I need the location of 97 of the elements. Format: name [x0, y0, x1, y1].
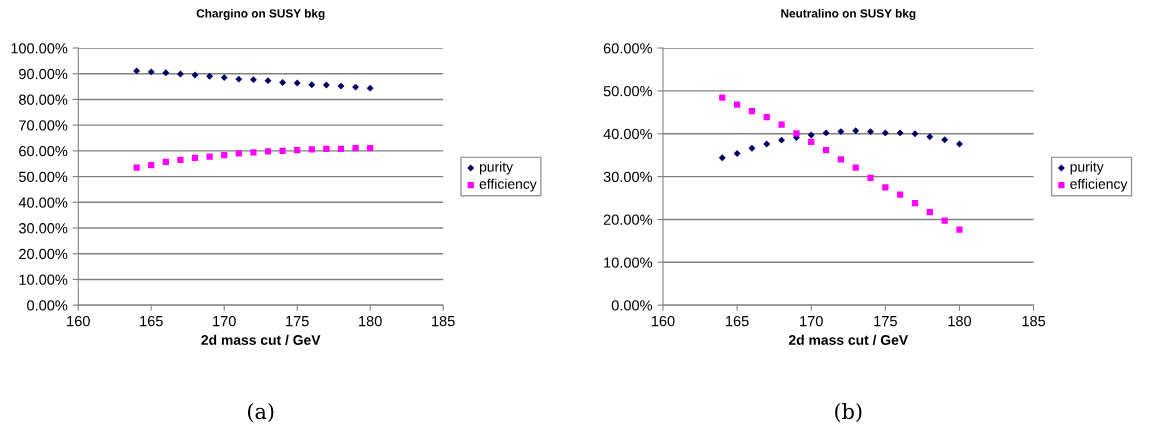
- point: [748, 144, 756, 152]
- point: [279, 147, 286, 154]
- point: [793, 130, 800, 137]
- point: [822, 129, 830, 137]
- point: [235, 75, 243, 83]
- legend-label: purity: [479, 161, 514, 175]
- point: [763, 140, 771, 148]
- point: [852, 127, 860, 135]
- text: (a): [248, 403, 274, 423]
- x-tick-label: 170: [800, 315, 823, 327]
- point: [822, 146, 830, 154]
- point: [264, 148, 272, 155]
- chart-title: Neutralino on SUSY bkg: [781, 8, 916, 20]
- y-tick-label: 10.00%: [19, 274, 68, 285]
- point: [941, 217, 948, 224]
- y-tick-label: 100.00%: [11, 43, 68, 54]
- point: [941, 136, 949, 144]
- point: [264, 77, 272, 85]
- x-tick-label: 185: [432, 315, 455, 327]
- point: [366, 84, 374, 92]
- point: [837, 156, 844, 163]
- x-tick-label: 185: [1022, 315, 1046, 327]
- point: [896, 129, 904, 137]
- point: [867, 128, 874, 136]
- point: [250, 149, 257, 156]
- point: [308, 81, 316, 89]
- x-tick-label: 175: [286, 316, 309, 327]
- point: [249, 76, 257, 84]
- point: [191, 154, 199, 161]
- point: [323, 145, 330, 152]
- y-tick-label: 80.00%: [19, 94, 68, 105]
- point: [763, 113, 770, 121]
- point: [279, 79, 287, 86]
- point: [733, 101, 741, 108]
- x-tick-label: 175: [874, 316, 897, 327]
- y-tick-label: 0.00%: [611, 300, 653, 311]
- y-tick-label: 70.00%: [19, 120, 68, 131]
- point: [294, 146, 301, 154]
- y-tick-label: 40.00%: [18, 197, 68, 208]
- x-tick-label: 160: [651, 315, 675, 327]
- point: [337, 145, 345, 152]
- y-tick-label: 40.00%: [603, 128, 653, 140]
- point: [206, 153, 213, 160]
- point: [308, 146, 315, 153]
- y-tick-label: 20.00%: [603, 214, 653, 225]
- x-tick-label: 180: [359, 315, 382, 327]
- point: [322, 81, 330, 89]
- point: [897, 191, 904, 198]
- text: (b): [835, 403, 862, 423]
- legend-label: efficiency: [1070, 178, 1128, 192]
- legend-label: purity: [1070, 161, 1104, 175]
- x-tick-label: 170: [213, 315, 236, 327]
- point: [191, 71, 199, 79]
- point: [778, 121, 785, 128]
- point: [367, 144, 374, 152]
- point: [206, 72, 214, 80]
- y-tick-label: 10.00%: [604, 257, 653, 268]
- x-axis-title: 2d mass cut / GeV: [788, 334, 909, 346]
- point: [220, 74, 228, 82]
- x-tick-label: 165: [140, 315, 163, 327]
- point: [293, 79, 301, 87]
- chart-title: Chargino on SUSY bkg: [196, 8, 325, 20]
- point: [911, 130, 919, 138]
- point: [352, 144, 359, 152]
- y-tick-label: 50.00%: [603, 85, 653, 97]
- point: [882, 184, 889, 191]
- point: [133, 164, 140, 171]
- x-tick-label: 160: [67, 315, 90, 327]
- point: [911, 200, 919, 207]
- point: [778, 136, 786, 144]
- y-tick-label: 0.00%: [27, 300, 68, 311]
- legend-label: efficiency: [479, 178, 537, 192]
- y-tick-label: 90.00%: [19, 68, 68, 80]
- point: [221, 152, 228, 159]
- y-tick-label: 60.00%: [19, 145, 68, 157]
- point: [719, 94, 726, 101]
- point: [148, 161, 155, 169]
- point: [235, 150, 242, 157]
- point: [337, 82, 345, 90]
- point: [748, 107, 756, 115]
- point: [177, 156, 184, 163]
- point: [956, 226, 963, 233]
- point: [162, 158, 169, 166]
- point: [807, 131, 815, 139]
- y-tick-label: 50.00%: [18, 171, 68, 183]
- point: [852, 164, 859, 171]
- y-tick-label: 20.00%: [19, 248, 68, 260]
- point: [867, 174, 874, 181]
- y-tick-label: 30.00%: [603, 171, 653, 183]
- x-tick-label: 180: [948, 315, 972, 327]
- x-axis-title: 2d mass cut / GeV: [201, 334, 321, 346]
- point: [926, 209, 933, 216]
- point: [808, 138, 815, 145]
- y-tick-label: 60.00%: [603, 43, 653, 54]
- x-tick-label: 165: [726, 315, 749, 327]
- point: [147, 68, 155, 76]
- y-tick-label: 30.00%: [18, 223, 68, 234]
